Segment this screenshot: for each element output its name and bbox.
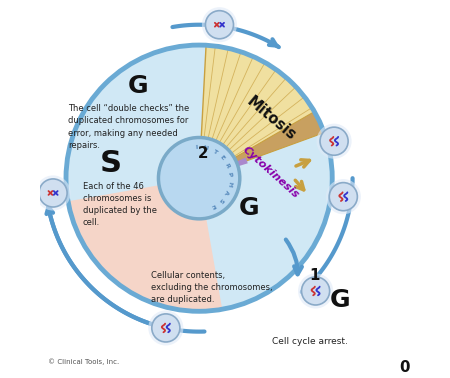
- Wedge shape: [199, 112, 324, 178]
- Text: N: N: [202, 146, 209, 152]
- Text: 2: 2: [198, 146, 208, 161]
- Wedge shape: [199, 45, 317, 178]
- Circle shape: [36, 175, 71, 211]
- Text: Mitosis: Mitosis: [244, 94, 299, 144]
- Text: I: I: [195, 145, 198, 150]
- Text: 0: 0: [400, 360, 410, 375]
- Circle shape: [148, 310, 184, 345]
- Text: 1: 1: [309, 268, 320, 283]
- Wedge shape: [199, 158, 248, 178]
- Text: Cell cycle arrest.: Cell cycle arrest.: [272, 337, 348, 346]
- Circle shape: [202, 7, 237, 42]
- Text: G: G: [128, 74, 148, 98]
- Circle shape: [66, 45, 332, 311]
- Text: S: S: [217, 196, 224, 203]
- Circle shape: [329, 183, 357, 211]
- Text: Each of the 46
chromosomes is
duplicated by the
cell.: Each of the 46 chromosomes is duplicated…: [83, 182, 157, 227]
- Text: Cellular contents,
excluding the chromosomes,
are duplicated.: Cellular contents, excluding the chromos…: [151, 271, 273, 304]
- Circle shape: [158, 138, 240, 219]
- Wedge shape: [68, 178, 222, 311]
- Circle shape: [152, 314, 180, 342]
- Circle shape: [320, 127, 348, 155]
- Text: H: H: [226, 180, 232, 186]
- Text: The cell “double checks” the
duplicated chromosomes for
error, making any needed: The cell “double checks” the duplicated …: [68, 104, 189, 150]
- Circle shape: [316, 124, 351, 159]
- Circle shape: [302, 277, 330, 305]
- Text: © Clinical Tools, Inc.: © Clinical Tools, Inc.: [48, 358, 119, 365]
- Circle shape: [298, 273, 333, 308]
- Text: Cytokinesis: Cytokinesis: [241, 145, 302, 200]
- Text: R: R: [224, 162, 230, 169]
- Text: P: P: [227, 172, 232, 177]
- Text: T: T: [212, 149, 217, 155]
- Circle shape: [326, 179, 361, 214]
- Text: A: A: [223, 189, 230, 195]
- Text: E: E: [210, 202, 216, 208]
- Text: G: G: [238, 196, 259, 220]
- Circle shape: [205, 11, 234, 39]
- Text: G: G: [329, 288, 350, 312]
- Text: S: S: [99, 149, 122, 178]
- Text: E: E: [218, 154, 225, 161]
- Circle shape: [39, 179, 67, 207]
